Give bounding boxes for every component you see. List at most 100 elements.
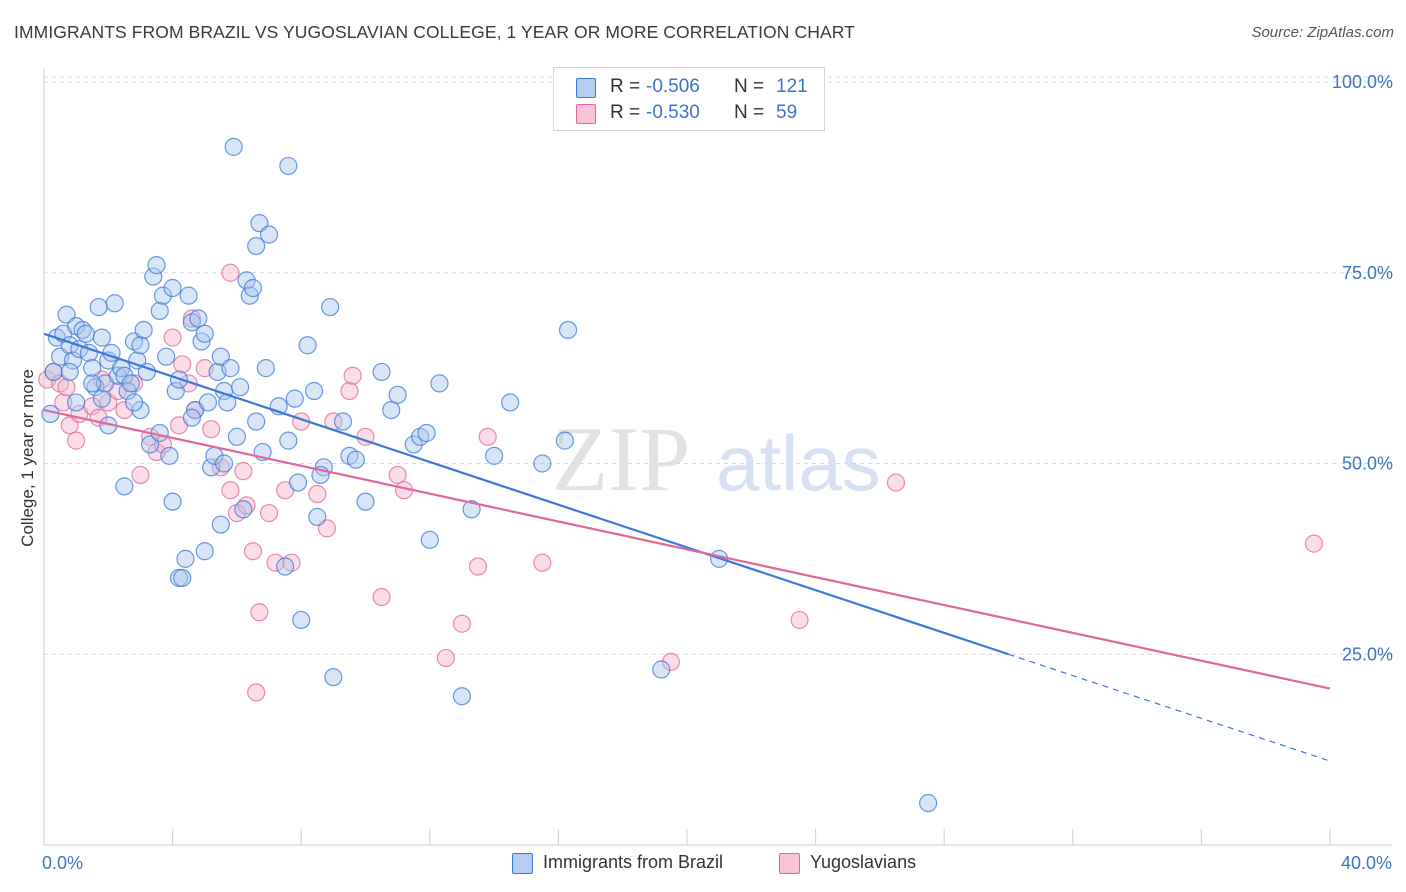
- data-point: [89, 297, 108, 317]
- legend: Immigrants from Brazil Yugoslavians: [0, 851, 1406, 877]
- stats-r-label: R =: [610, 102, 641, 123]
- data-point: [259, 503, 279, 523]
- data-point: [67, 393, 86, 412]
- data-point: [266, 553, 285, 572]
- data-point: [237, 271, 256, 290]
- data-point: [221, 481, 240, 500]
- data-point: [279, 431, 298, 450]
- data-point: [250, 603, 269, 622]
- data-point: [247, 412, 266, 431]
- data-point: [44, 362, 63, 382]
- data-point: [304, 381, 324, 401]
- data-point: [243, 278, 263, 298]
- data-point: [173, 568, 192, 588]
- data-point: [468, 557, 488, 576]
- data-point: [115, 477, 134, 496]
- data-point: [555, 431, 574, 450]
- legend-swatch-pink: [779, 853, 800, 874]
- stats-r-value: -0.530: [646, 102, 700, 123]
- data-point: [115, 400, 134, 420]
- data-point: [661, 652, 681, 671]
- data-point: [340, 381, 359, 401]
- trend-lines: [43, 332, 1331, 762]
- x-tick-label: 0.0%: [42, 853, 83, 873]
- stats-swatch-blue: [576, 78, 596, 98]
- y-tick-label: 50.0%: [1342, 454, 1393, 474]
- data-point: [452, 614, 472, 633]
- data-point: [919, 793, 938, 813]
- data-point: [279, 156, 298, 176]
- data-point: [533, 553, 552, 572]
- data-point: [501, 393, 520, 412]
- data-point: [234, 500, 253, 519]
- data-point: [92, 389, 111, 408]
- data-point: [195, 542, 214, 561]
- data-point: [308, 484, 327, 504]
- data-point: [234, 462, 253, 481]
- y-tick-label: 25.0%: [1342, 644, 1393, 664]
- data-point: [285, 389, 304, 408]
- data-point: [150, 301, 169, 320]
- data-point: [417, 423, 436, 443]
- y-tick-label: 75.0%: [1342, 263, 1393, 283]
- data-point: [57, 378, 76, 397]
- data-point: [221, 359, 240, 378]
- data-point: [333, 412, 353, 431]
- data-point: [63, 351, 83, 370]
- data-point: [153, 286, 173, 305]
- data-point: [157, 347, 176, 366]
- data-point: [430, 374, 449, 393]
- legend-label: Immigrants from Brazil: [543, 852, 724, 872]
- data-point: [198, 393, 218, 412]
- data-point: [276, 557, 295, 576]
- data-point: [131, 400, 150, 420]
- data-point: [372, 362, 391, 382]
- trend-line-solid: [43, 409, 1331, 690]
- data-point: [404, 435, 423, 454]
- data-point: [343, 366, 362, 385]
- data-point: [60, 362, 79, 382]
- data-point: [115, 366, 134, 385]
- data-point: [41, 404, 60, 424]
- data-point: [211, 515, 230, 534]
- data-point: [166, 381, 185, 401]
- data-point: [790, 610, 809, 630]
- data-point: [652, 660, 671, 679]
- data-point: [308, 507, 327, 527]
- data-point: [92, 328, 111, 347]
- data-point: [134, 320, 153, 340]
- data-point: [163, 492, 182, 511]
- data-point: [462, 500, 481, 519]
- data-point: [83, 359, 102, 378]
- data-point: [558, 320, 578, 340]
- data-point: [478, 427, 497, 446]
- data-point: [292, 610, 311, 630]
- chart-source: Source: ZipAtlas.com: [1251, 24, 1394, 41]
- data-point: [67, 431, 86, 450]
- axes: [43, 68, 1392, 846]
- y-tick-label: 100.0%: [1332, 72, 1393, 92]
- data-point: [388, 465, 407, 485]
- tick-labels: 100.0% 75.0% 50.0% 25.0% 0.0% 40.0%: [42, 72, 1393, 873]
- data-point: [288, 473, 308, 492]
- data-point: [533, 454, 552, 473]
- data-point: [256, 359, 275, 378]
- stats-n-label: N =: [734, 102, 765, 123]
- data-point: [124, 393, 144, 412]
- data-point: [346, 450, 365, 469]
- data-point: [485, 446, 504, 465]
- data-point: [321, 297, 340, 317]
- data-point: [382, 400, 401, 420]
- trend-line-extrapolated: [1008, 653, 1331, 762]
- data-point: [420, 530, 439, 549]
- data-point: [173, 355, 192, 374]
- legend-swatch-blue: [512, 853, 533, 874]
- data-point: [1304, 534, 1324, 553]
- data-point: [179, 286, 198, 305]
- stats-n-value: 121: [776, 76, 808, 97]
- data-point: [436, 648, 455, 668]
- data-point: [452, 687, 472, 706]
- watermark: ZIP atlas: [552, 408, 881, 510]
- stats-n-label: N =: [734, 76, 765, 97]
- stats-legend: R = -0.506 N = 121 R = -0.530 N = 59: [553, 67, 825, 131]
